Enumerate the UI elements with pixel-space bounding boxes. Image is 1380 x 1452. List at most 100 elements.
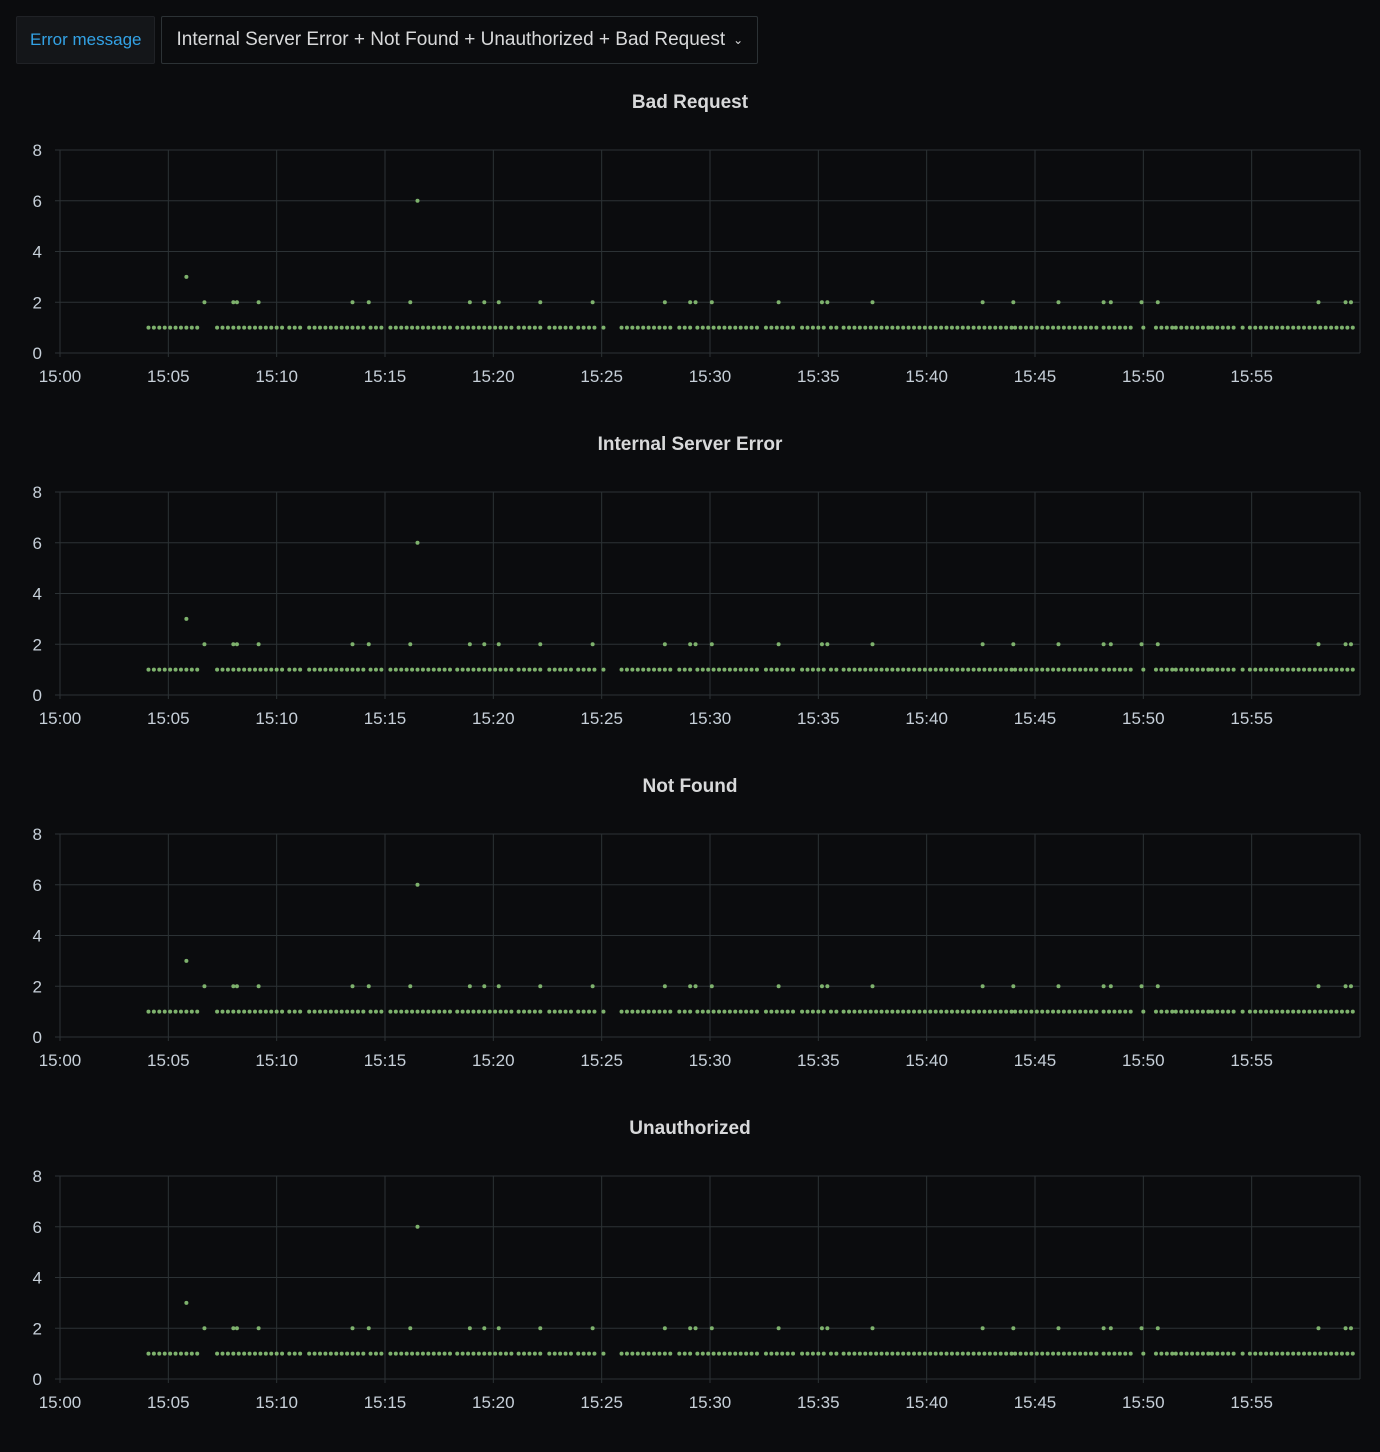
- data-point[interactable]: [1034, 667, 1039, 672]
- data-point[interactable]: [1200, 1009, 1205, 1014]
- data-point[interactable]: [774, 1009, 779, 1014]
- data-point[interactable]: [744, 325, 749, 330]
- data-point[interactable]: [280, 325, 285, 330]
- data-point[interactable]: [776, 642, 781, 647]
- data-point[interactable]: [841, 1351, 846, 1356]
- data-point[interactable]: [971, 325, 976, 330]
- data-point[interactable]: [825, 1326, 830, 1331]
- data-point[interactable]: [388, 667, 393, 672]
- data-point[interactable]: [711, 325, 716, 330]
- data-point[interactable]: [1190, 667, 1195, 672]
- data-point[interactable]: [538, 1326, 543, 1331]
- data-point[interactable]: [547, 1351, 552, 1356]
- data-point[interactable]: [955, 325, 960, 330]
- data-point[interactable]: [509, 1009, 514, 1014]
- data-point[interactable]: [1231, 1009, 1236, 1014]
- data-point[interactable]: [1240, 667, 1245, 672]
- data-point[interactable]: [256, 300, 261, 305]
- data-point[interactable]: [1179, 1009, 1184, 1014]
- data-point[interactable]: [581, 1009, 586, 1014]
- data-point[interactable]: [722, 1009, 727, 1014]
- data-point[interactable]: [754, 667, 759, 672]
- data-point[interactable]: [590, 642, 595, 647]
- data-point[interactable]: [949, 667, 954, 672]
- data-point[interactable]: [1056, 300, 1061, 305]
- data-point[interactable]: [1209, 1009, 1214, 1014]
- data-point[interactable]: [1220, 1351, 1225, 1356]
- data-point[interactable]: [922, 667, 927, 672]
- data-point[interactable]: [184, 616, 189, 621]
- data-point[interactable]: [1023, 1351, 1028, 1356]
- data-point[interactable]: [1112, 325, 1117, 330]
- data-point[interactable]: [552, 1009, 557, 1014]
- data-point[interactable]: [711, 1009, 716, 1014]
- data-point[interactable]: [1078, 1351, 1083, 1356]
- data-point[interactable]: [496, 300, 501, 305]
- data-point[interactable]: [493, 667, 498, 672]
- data-point[interactable]: [527, 667, 532, 672]
- data-point[interactable]: [361, 325, 366, 330]
- data-point[interactable]: [146, 667, 151, 672]
- data-point[interactable]: [547, 325, 552, 330]
- data-point[interactable]: [1253, 1351, 1258, 1356]
- data-point[interactable]: [1101, 325, 1106, 330]
- data-point[interactable]: [906, 1009, 911, 1014]
- data-point[interactable]: [928, 1351, 933, 1356]
- data-point[interactable]: [1141, 325, 1146, 330]
- data-point[interactable]: [467, 1326, 472, 1331]
- data-point[interactable]: [442, 325, 447, 330]
- data-point[interactable]: [933, 1009, 938, 1014]
- data-point[interactable]: [1195, 667, 1200, 672]
- data-point[interactable]: [1018, 1009, 1023, 1014]
- data-point[interactable]: [738, 1009, 743, 1014]
- data-point[interactable]: [231, 642, 236, 647]
- data-point[interactable]: [415, 1224, 420, 1229]
- data-point[interactable]: [274, 325, 279, 330]
- data-point[interactable]: [738, 1351, 743, 1356]
- data-point[interactable]: [868, 1351, 873, 1356]
- data-point[interactable]: [552, 667, 557, 672]
- data-point[interactable]: [1040, 1351, 1045, 1356]
- data-point[interactable]: [1329, 325, 1334, 330]
- data-point[interactable]: [834, 1009, 839, 1014]
- data-point[interactable]: [355, 1351, 360, 1356]
- data-point[interactable]: [912, 1009, 917, 1014]
- data-point[interactable]: [1291, 1351, 1296, 1356]
- data-point[interactable]: [552, 325, 557, 330]
- data-point[interactable]: [373, 1351, 378, 1356]
- data-point[interactable]: [334, 667, 339, 672]
- data-point[interactable]: [379, 325, 384, 330]
- data-point[interactable]: [917, 667, 922, 672]
- data-point[interactable]: [1101, 1351, 1106, 1356]
- data-point[interactable]: [225, 667, 230, 672]
- data-point[interactable]: [1034, 1351, 1039, 1356]
- data-point[interactable]: [1072, 667, 1077, 672]
- data-point[interactable]: [852, 1351, 857, 1356]
- data-point[interactable]: [231, 300, 236, 305]
- data-point[interactable]: [1173, 1009, 1178, 1014]
- data-point[interactable]: [522, 1009, 527, 1014]
- data-point[interactable]: [568, 325, 573, 330]
- data-point[interactable]: [922, 1009, 927, 1014]
- data-point[interactable]: [960, 1009, 965, 1014]
- data-point[interactable]: [1164, 325, 1169, 330]
- data-point[interactable]: [269, 1009, 274, 1014]
- data-point[interactable]: [404, 667, 409, 672]
- data-point[interactable]: [184, 1351, 189, 1356]
- data-point[interactable]: [733, 1351, 738, 1356]
- data-point[interactable]: [1348, 984, 1353, 989]
- data-point[interactable]: [863, 1351, 868, 1356]
- data-point[interactable]: [1247, 1009, 1252, 1014]
- data-point[interactable]: [912, 1351, 917, 1356]
- data-point[interactable]: [487, 1351, 492, 1356]
- data-point[interactable]: [868, 667, 873, 672]
- data-point[interactable]: [471, 1009, 476, 1014]
- data-point[interactable]: [532, 325, 537, 330]
- data-point[interactable]: [247, 1351, 252, 1356]
- data-point[interactable]: [816, 1351, 821, 1356]
- data-point[interactable]: [1302, 1351, 1307, 1356]
- data-point[interactable]: [1112, 1351, 1117, 1356]
- data-point[interactable]: [1061, 1351, 1066, 1356]
- data-point[interactable]: [225, 1009, 230, 1014]
- data-point[interactable]: [1159, 1009, 1164, 1014]
